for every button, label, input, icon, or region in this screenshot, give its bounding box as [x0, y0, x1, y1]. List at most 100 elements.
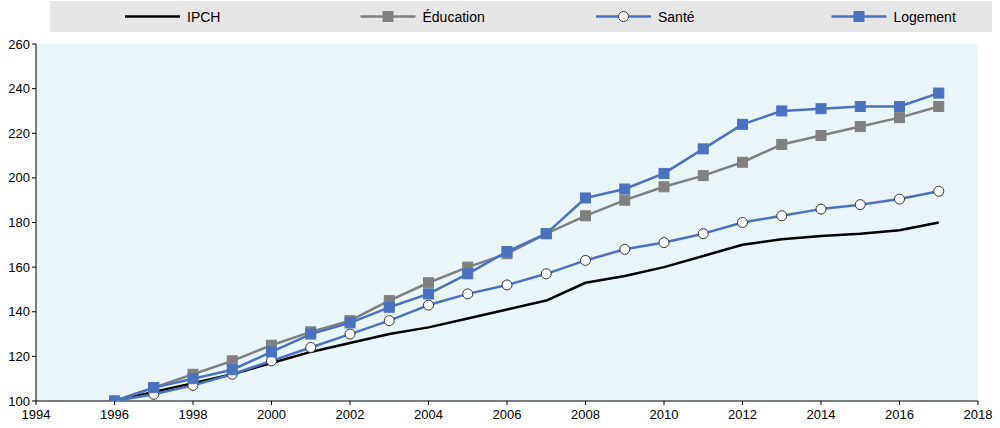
series-marker	[777, 211, 787, 221]
series-group	[110, 186, 944, 401]
legend-marker	[383, 12, 393, 22]
series-marker	[581, 193, 591, 203]
series-marker	[855, 200, 865, 210]
x-tick	[899, 401, 900, 405]
series-marker	[424, 289, 434, 299]
series-marker	[541, 269, 551, 279]
legend-marker	[619, 12, 629, 22]
series-line	[115, 93, 939, 401]
x-tick-label: 2016	[885, 407, 914, 422]
series-marker	[306, 342, 316, 352]
series-marker	[502, 280, 512, 290]
series-marker	[463, 269, 473, 279]
x-tick	[585, 401, 586, 405]
series-marker	[620, 195, 630, 205]
series-marker	[698, 144, 708, 154]
chart-svg: 1001201401601802002202402601994199619982…	[0, 0, 1000, 428]
y-tick	[32, 133, 36, 134]
x-tick	[742, 401, 743, 405]
legend-box	[50, 1, 992, 32]
chart-container: 1001201401601802002202402601994199619982…	[0, 0, 1000, 428]
series-marker	[738, 119, 748, 129]
series-marker	[110, 396, 120, 401]
legend-swatch	[125, 15, 180, 18]
y-tick	[32, 356, 36, 357]
series-marker	[188, 374, 198, 384]
x-tick-label: 2006	[493, 407, 522, 422]
series-marker	[620, 244, 630, 254]
series-marker	[934, 186, 944, 196]
series-marker	[620, 184, 630, 194]
x-tick-label: 2008	[571, 407, 600, 422]
x-tick-label: 2014	[807, 407, 836, 422]
y-tick	[32, 44, 36, 45]
series-marker	[581, 255, 591, 265]
y-tick	[32, 311, 36, 312]
series-marker	[345, 318, 355, 328]
y-tick	[32, 401, 36, 402]
series-marker	[934, 88, 944, 98]
x-tick	[36, 401, 37, 405]
series-marker	[855, 122, 865, 132]
series-marker	[816, 130, 826, 140]
series-line	[115, 191, 939, 401]
legend-label: Éducation	[423, 9, 485, 25]
series-marker	[895, 113, 905, 123]
series-marker	[424, 278, 434, 288]
legend-label: Santé	[658, 9, 695, 25]
x-tick-label: 1994	[22, 407, 51, 422]
x-tick-label: 2012	[728, 407, 757, 422]
x-tick	[271, 401, 272, 405]
y-tick-label: 140	[8, 304, 30, 319]
legend-label: IPCH	[187, 9, 220, 25]
legend: IPCHÉducationSantéLogement	[50, 1, 992, 32]
series-marker	[424, 300, 434, 310]
y-tick-label: 160	[8, 260, 30, 275]
series-line	[115, 106, 939, 401]
x-tick-label: 1996	[100, 407, 129, 422]
series-marker	[698, 171, 708, 181]
x-tick-label: 2000	[257, 407, 286, 422]
y-tick-label: 180	[8, 215, 30, 230]
series-marker	[110, 396, 120, 401]
series-marker	[816, 104, 826, 114]
series-marker	[267, 347, 277, 357]
series-marker	[463, 289, 473, 299]
series-marker	[698, 229, 708, 239]
series-marker	[110, 396, 120, 401]
series-marker	[895, 194, 905, 204]
x-tick	[193, 401, 194, 405]
series-group	[110, 101, 944, 401]
series-marker	[306, 329, 316, 339]
y-tick-label: 240	[8, 81, 30, 96]
y-tick-label: 220	[8, 126, 30, 141]
y-tick	[32, 222, 36, 223]
x-tick	[428, 401, 429, 405]
series-marker	[149, 383, 159, 393]
y-tick-label: 200	[8, 170, 30, 185]
y-tick	[32, 177, 36, 178]
series-line	[115, 223, 939, 402]
x-tick-label: 1998	[179, 407, 208, 422]
series-marker	[777, 106, 787, 116]
series-group	[115, 223, 939, 402]
y-tick	[32, 267, 36, 268]
series-marker	[659, 182, 669, 192]
plot-background	[36, 44, 978, 401]
series-marker	[659, 238, 669, 248]
legend-marker	[854, 12, 864, 22]
x-tick-label: 2018	[964, 407, 993, 422]
x-tick	[664, 401, 665, 405]
series-marker	[738, 157, 748, 167]
series-marker	[502, 247, 512, 257]
series-group	[110, 88, 944, 401]
x-tick	[821, 401, 822, 405]
series-marker	[855, 101, 865, 111]
series-marker	[541, 229, 551, 239]
x-tick	[114, 401, 115, 405]
series-marker	[659, 168, 669, 178]
series-marker	[816, 204, 826, 214]
series-marker	[934, 101, 944, 111]
series-marker	[227, 365, 237, 375]
series-marker	[777, 139, 787, 149]
